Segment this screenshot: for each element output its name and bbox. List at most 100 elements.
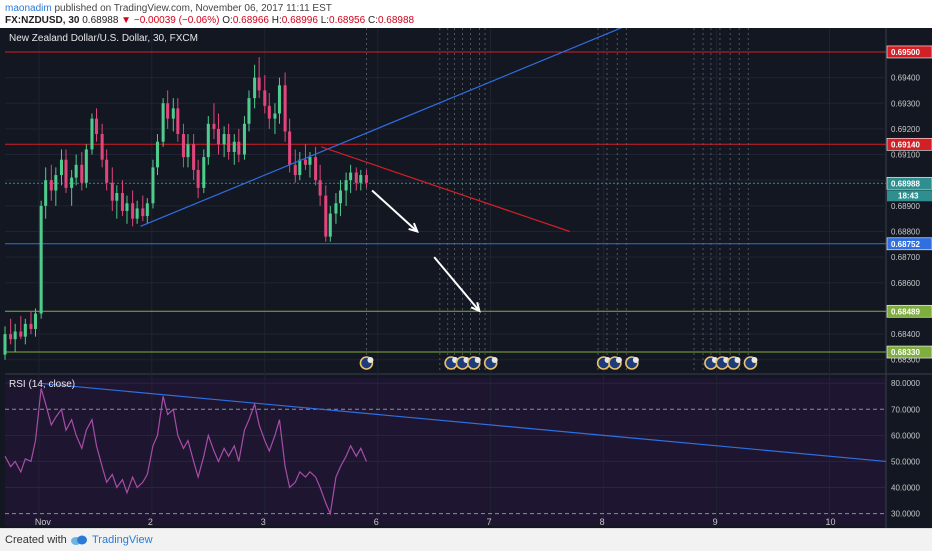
calendar-event-badge (615, 357, 622, 363)
candle-body (39, 205, 43, 314)
event-dashes (366, 28, 749, 370)
price-level-tag (886, 137, 932, 151)
calendar-event-badge (734, 357, 741, 363)
candles (3, 57, 368, 360)
rsi-title: RSI (14, close) (9, 379, 75, 390)
price-level-tag (886, 45, 932, 59)
low-label: L: (320, 15, 330, 26)
rsi-pane (4, 382, 887, 516)
candle-body (314, 157, 318, 181)
time-tick-label: 2 (148, 517, 153, 527)
candle-body (74, 164, 78, 178)
rsi-tick-label: 80.0000 (891, 379, 920, 388)
price-axis[interactable]: 0.694000.693000.692000.691000.690000.689… (886, 45, 932, 519)
rsi-tick-label: 50.0000 (891, 457, 920, 466)
candle-body (318, 180, 322, 196)
chart-svg[interactable]: 0.694000.693000.692000.691000.690000.689… (0, 28, 932, 528)
time-tick-label: 6 (374, 517, 379, 527)
price-level-tag (886, 237, 932, 251)
publish-text: published on TradingView.com, November 0… (54, 3, 332, 14)
candle-body (84, 149, 88, 183)
candle-body (155, 141, 160, 168)
candle-body (267, 105, 271, 119)
high-value: 0.68996 (281, 15, 318, 26)
candle-body (334, 203, 338, 214)
tradingview-logo-icon (71, 535, 87, 545)
candle-body (293, 164, 297, 176)
candle-body (120, 193, 124, 211)
candle-body (273, 113, 277, 119)
price-tick-label: 0.68900 (891, 202, 920, 211)
candle-body (80, 164, 84, 183)
author-link[interactable]: maonadim (5, 3, 52, 14)
price-tick-label: 0.68300 (891, 356, 920, 365)
countdown-label: 18:43 (898, 191, 919, 200)
price-level-tag (886, 176, 932, 190)
candle-body (192, 144, 196, 170)
candle-body (216, 128, 220, 145)
candle-body (176, 108, 180, 135)
rsi-trendline (38, 382, 887, 463)
candle-body (253, 77, 257, 99)
price-level-tag-label: 0.68330 (891, 348, 920, 357)
candle-body (298, 159, 302, 176)
candle-body (141, 208, 145, 217)
price-level-tag-label: 0.69140 (891, 140, 920, 149)
candle-body (70, 177, 74, 188)
last-price: 0.68988 (82, 15, 119, 26)
price-tick-label: 0.69200 (891, 125, 920, 134)
open-label: O: (222, 15, 233, 26)
rsi-tick-label: 30.0000 (891, 510, 920, 519)
candle-body (115, 193, 119, 201)
candle-body (100, 134, 104, 160)
candle-body (303, 159, 307, 165)
chart-title: New Zealand Dollar/U.S. Dollar, 30, FXCM (9, 33, 198, 44)
price-tick-label: 0.69400 (891, 74, 920, 83)
tradingview-link[interactable]: TradingView (92, 534, 153, 546)
candle-body (324, 195, 328, 237)
rsi-pane-background (5, 378, 886, 526)
candle-body (125, 203, 129, 211)
price-level-tag-label: 0.68489 (891, 307, 920, 316)
candle-body (166, 103, 170, 119)
chart-header: maonadim published on TradingView.com, N… (0, 0, 932, 28)
price-level-tag (886, 345, 932, 359)
arrow-shaft (433, 256, 481, 312)
rsi-tick-label: 70.0000 (891, 405, 920, 414)
candle-body (94, 118, 99, 135)
candle-body (222, 134, 226, 145)
event-markers[interactable] (359, 356, 758, 370)
candle-body (19, 331, 23, 337)
rsi-line (4, 388, 367, 516)
candle-body (263, 90, 267, 106)
candle-body (227, 134, 231, 152)
time-tick-label: Nov (35, 517, 52, 527)
candle-body (105, 159, 109, 183)
candle-body (145, 203, 149, 217)
candle-body (232, 141, 236, 152)
time-tick-label: 3 (261, 517, 266, 527)
candle-body (349, 172, 353, 181)
candle-body (23, 323, 27, 337)
candle-body (242, 123, 246, 155)
time-axis[interactable]: Nov 2 3 6 7 8 9 10 (35, 517, 836, 527)
candle-body (3, 334, 7, 355)
candle-body (186, 144, 190, 158)
close-label: C: (367, 15, 378, 26)
close-value: 0.68988 (377, 15, 415, 26)
calendar-event-badge (367, 357, 374, 363)
candle-body (110, 182, 114, 201)
arrows (371, 189, 481, 313)
candle-body (212, 123, 216, 129)
candle-body (161, 103, 165, 142)
candle-body (29, 323, 33, 329)
open-value: 0.68966 (232, 15, 269, 26)
candle-body (135, 208, 139, 219)
rsi-tick-label: 60.0000 (891, 431, 920, 440)
candle-body (90, 118, 94, 150)
countdown-tag (887, 190, 932, 202)
price-tick-label: 0.69300 (891, 99, 920, 108)
candle-body (202, 157, 206, 188)
grid (5, 28, 932, 528)
candle-body (196, 169, 200, 188)
